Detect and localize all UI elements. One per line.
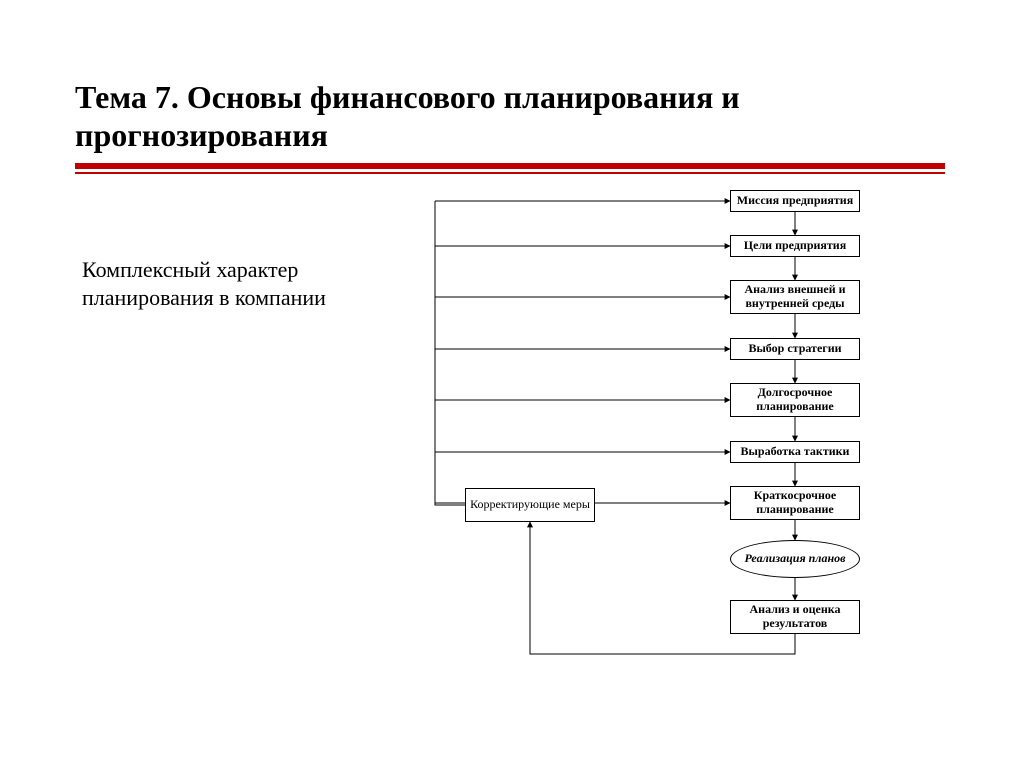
slide: Тема 7. Основы финансового планирования … bbox=[0, 0, 1024, 767]
flowchart-node-n1: Миссия предприятия bbox=[730, 190, 860, 212]
flowchart-diagram: Миссия предприятия Цели предприятия Анализ… bbox=[350, 180, 965, 745]
flowchart-node-n4: Выбор стратегии bbox=[730, 338, 860, 360]
flowchart-node-n5: Долгосрочное планирование bbox=[730, 383, 860, 417]
flowchart-node-n3: Анализ внешней и внутренней среды bbox=[730, 280, 860, 314]
title-rule-thick bbox=[75, 163, 945, 169]
flowchart-node-n9: Анализ и оценка результатов bbox=[730, 600, 860, 634]
flowchart-node-nC: Корректирующие меры bbox=[465, 488, 595, 522]
slide-title: Тема 7. Основы финансового планирования … bbox=[75, 78, 945, 155]
flowchart-node-n6: Выработка тактики bbox=[730, 441, 860, 463]
caption-text: Комплексный характер планирования в комп… bbox=[82, 256, 382, 311]
flowchart-node-n2: Цели предприятия bbox=[730, 235, 860, 257]
flowchart-connectors bbox=[350, 180, 965, 745]
flowchart-node-n8: Реализация планов bbox=[730, 540, 860, 578]
flowchart-node-n7: Краткосрочное планирование bbox=[730, 486, 860, 520]
title-rule-thin bbox=[75, 172, 945, 174]
